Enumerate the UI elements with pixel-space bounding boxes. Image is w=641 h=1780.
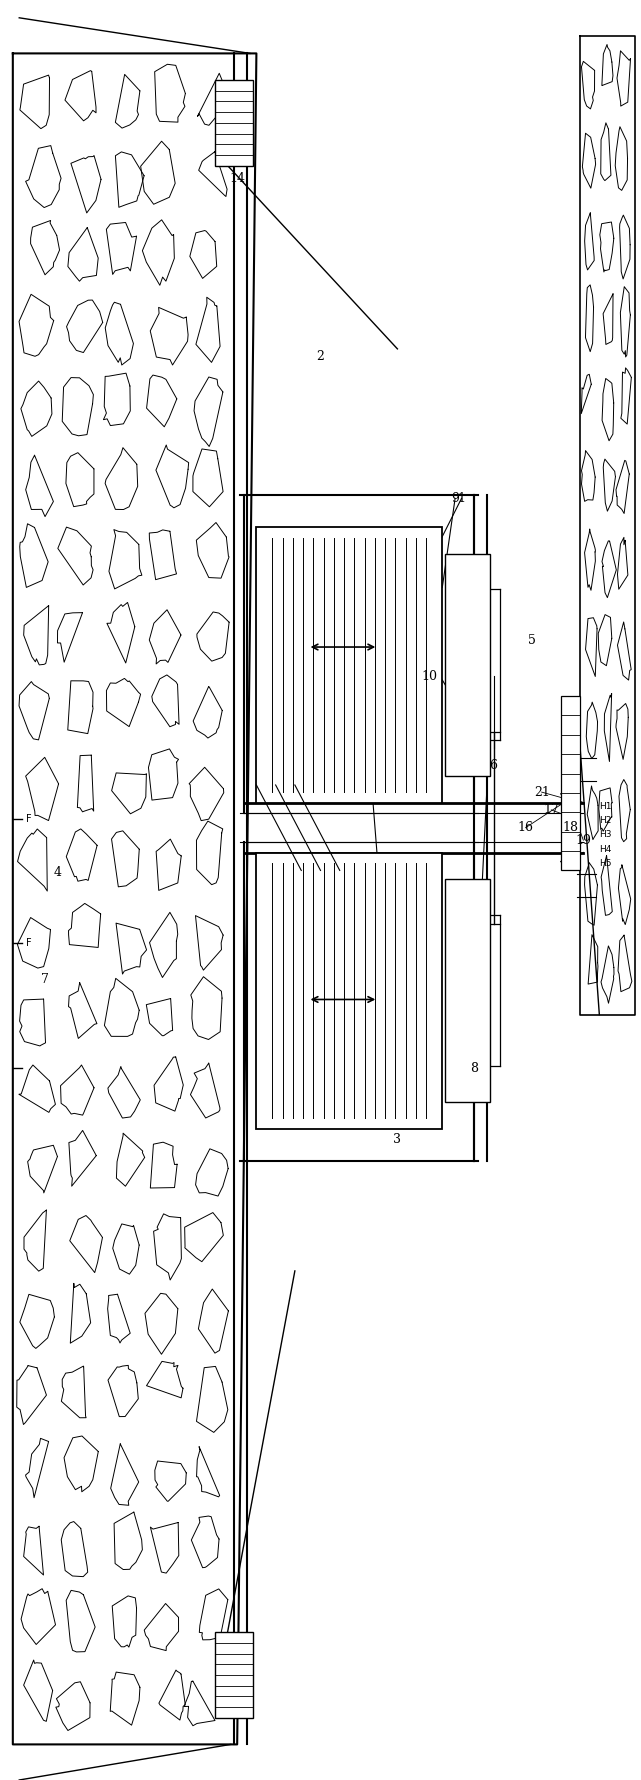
Text: H5: H5 [599,858,612,869]
Bar [561,696,580,870]
Text: 17: 17 [544,803,559,817]
Text: F: F [26,938,31,949]
Text: H4: H4 [599,844,612,854]
Text: 2: 2 [317,349,324,363]
Text: H1: H1 [599,801,612,812]
Text: F: F [26,813,31,824]
Text: 18: 18 [563,821,578,835]
Text: 21: 21 [534,785,549,799]
Text: 14: 14 [229,171,245,185]
Text: H2: H2 [599,815,612,826]
Text: 19: 19 [576,833,591,847]
Bar [215,80,253,166]
Bar [445,879,490,1102]
Bar [445,554,490,776]
Text: 6: 6 [490,758,497,773]
Text: 16: 16 [518,821,533,835]
Text: 10: 10 [422,669,437,684]
Bar [256,527,442,803]
Text: 4: 4 [54,865,62,879]
Bar [215,1632,253,1718]
Text: 8: 8 [470,1061,478,1075]
Text: H3: H3 [599,829,612,840]
Text: 1: 1 [458,491,465,506]
Text: 7: 7 [41,972,49,986]
Text: 5: 5 [528,634,536,648]
Text: 3: 3 [394,1132,401,1146]
Text: 9: 9 [451,491,459,506]
Bar [256,853,442,1129]
